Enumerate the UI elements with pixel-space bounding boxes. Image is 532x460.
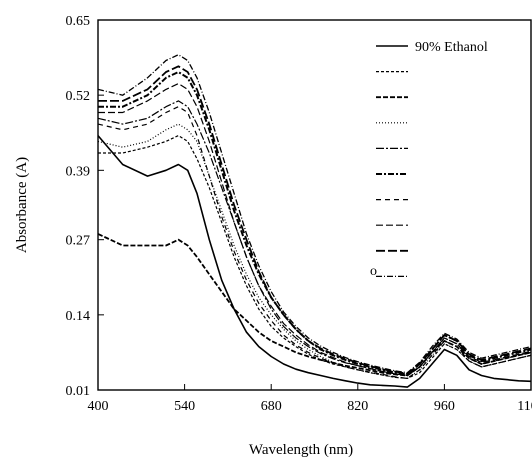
plot-area-frame — [97, 19, 532, 391]
series-line-4 — [97, 123, 532, 379]
x-tick-label: 960 — [434, 399, 455, 414]
y-tick-label: 0.52 — [66, 89, 91, 104]
series-line-2 — [98, 135, 532, 379]
x-tick-label: 1100 — [517, 399, 532, 414]
x-tick-label: 680 — [261, 399, 282, 414]
y-tick-label: 0.39 — [66, 164, 91, 179]
series-line-8 — [98, 82, 532, 377]
series-layer — [97, 54, 532, 388]
x-axis-title: Wavelength (nm) — [249, 442, 353, 458]
legend-stray-mark: o — [370, 264, 377, 279]
series-line-10 — [97, 54, 532, 374]
y-axis-title: Absorbance (A) — [14, 157, 30, 253]
y-tick-label: 0.14 — [66, 309, 91, 324]
legend: 90% Ethanol o — [370, 40, 488, 279]
series-line-1 — [97, 135, 532, 388]
ticks-layer: 400 540 680 820 960 1100 0.01 0.14 0.27 0.39 0.52 0… — [66, 14, 532, 414]
y-tick-label: 0.27 — [66, 234, 91, 249]
legend-label-1: 90% Ethanol — [415, 40, 488, 55]
x-tick-label: 400 — [88, 399, 109, 414]
x-tick-label: 540 — [174, 399, 195, 414]
series-line-9 — [98, 65, 532, 375]
series-line-6 — [98, 71, 532, 376]
y-tick-label: 0.01 — [66, 384, 91, 399]
series-line-3 — [97, 233, 532, 377]
x-tick-label: 820 — [347, 399, 368, 414]
y-tick-label: 0.65 — [66, 14, 91, 29]
series-line-7 — [97, 106, 532, 379]
